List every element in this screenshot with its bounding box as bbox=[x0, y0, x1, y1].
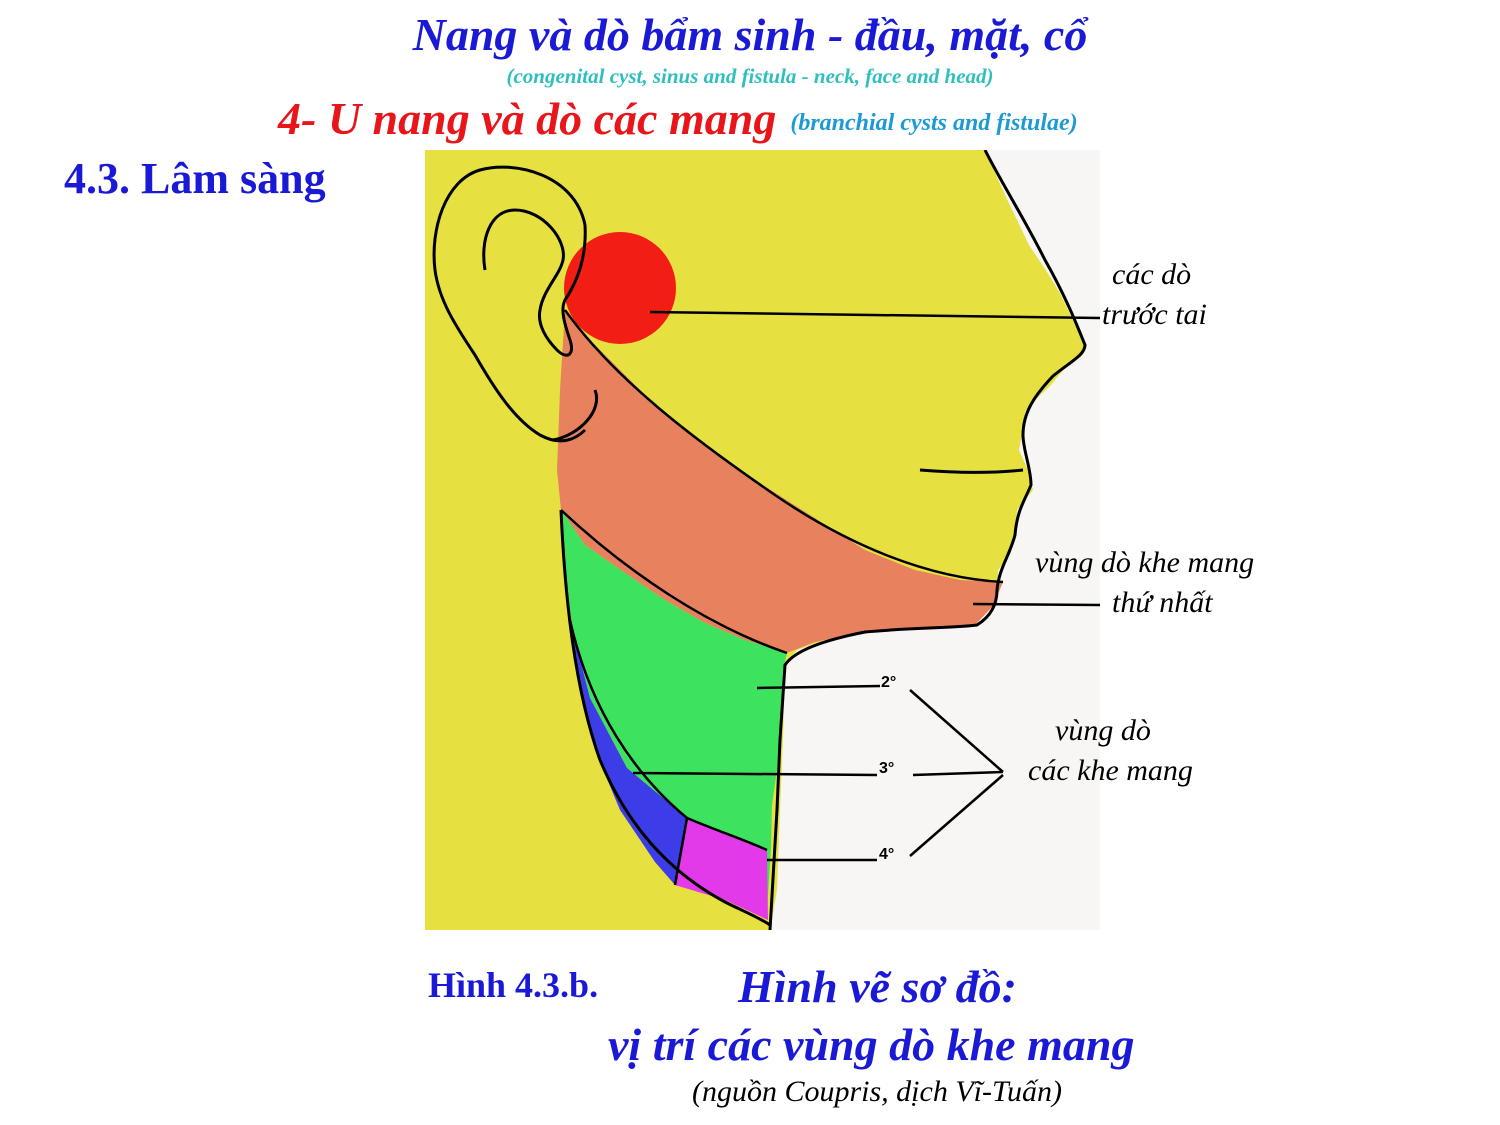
figure-caption-source: (nguồn Coupris, dịch Vĩ-Tuấn) bbox=[692, 1075, 1063, 1108]
figure-caption-title-line2: vị trí các vùng dò khe mang bbox=[608, 1019, 1135, 1070]
leader-line-2 bbox=[756, 684, 881, 690]
third-cleft-zone bbox=[570, 620, 687, 885]
face-profile-outline bbox=[768, 150, 1087, 930]
bracket-line-2 bbox=[909, 689, 1004, 773]
label-preauricular-line1: các dò bbox=[1112, 258, 1192, 291]
head-neck-diagram bbox=[425, 150, 1100, 930]
preauricular-zone bbox=[564, 232, 676, 344]
page-subtitle: (congenital cyst, sinus and fistula - ne… bbox=[506, 64, 994, 88]
zone-border-4 bbox=[686, 816, 768, 852]
section-title: 4- U nang và dò các mang bbox=[278, 93, 777, 144]
section-title-english: (branchial cysts and fistulae) bbox=[790, 109, 1078, 136]
neck-back-outline bbox=[559, 509, 771, 927]
cleft-number-3: 3° bbox=[879, 760, 895, 777]
label-first-cleft-line2: thứ nhất bbox=[1112, 586, 1213, 619]
bracket-line-3 bbox=[912, 770, 1004, 777]
zone-border-2 bbox=[568, 619, 688, 819]
label-clefts-line1: vùng dò bbox=[1055, 714, 1151, 747]
leader-line-preauricular bbox=[649, 310, 1100, 320]
jaw-line bbox=[563, 309, 1004, 584]
ear-lobe-curve bbox=[552, 389, 598, 442]
mouth-line bbox=[919, 468, 1024, 474]
zone-border-1 bbox=[560, 509, 788, 655]
bracket-line-4 bbox=[909, 774, 1004, 857]
label-first-cleft-line1: vùng dò khe mang bbox=[1035, 546, 1255, 579]
label-clefts-line2: các khe mang bbox=[1028, 754, 1193, 787]
leader-line-3 bbox=[632, 771, 878, 777]
leader-line-first-cleft bbox=[972, 602, 1100, 607]
label-preauricular-line2: trước tai bbox=[1102, 298, 1207, 331]
first-cleft-zone bbox=[557, 310, 1003, 653]
section-heading: 4- U nang và dò các mang (branchial cysts… bbox=[278, 92, 1078, 145]
zone-border-3 bbox=[673, 817, 689, 886]
figure-caption-title-line1: Hình vẽ sơ đồ: bbox=[738, 961, 1017, 1012]
figure-caption-label: Hình 4.3.b. bbox=[428, 965, 599, 1005]
cleft-number-4: 4° bbox=[879, 846, 895, 863]
ear-outline bbox=[432, 165, 587, 443]
subsection-heading: 4.3. Lâm sàng bbox=[64, 154, 326, 203]
cleft-number-2: 2° bbox=[881, 674, 897, 691]
neck-front-area bbox=[770, 150, 1100, 930]
second-cleft-zone bbox=[561, 510, 787, 910]
page-title: Nang và dò bẩm sinh - đầu, mặt, cổ bbox=[412, 9, 1088, 60]
fourth-cleft-zone bbox=[675, 818, 768, 920]
